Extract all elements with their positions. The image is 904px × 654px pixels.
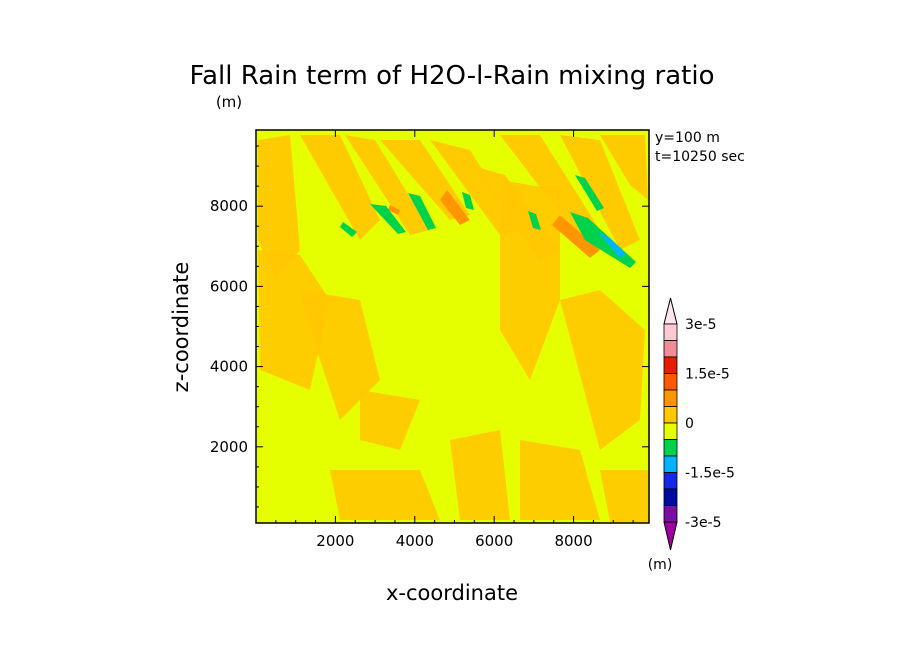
positive-contour-patch	[258, 250, 330, 390]
info-time: t=10250 sec	[655, 149, 745, 165]
y-tick-label: 2000	[210, 438, 248, 456]
positive-contour-patch	[330, 470, 440, 520]
positive-contour-core	[552, 215, 600, 258]
positive-contour-band	[560, 135, 640, 250]
colorbar-min-arrow	[663, 521, 678, 551]
x-tick-label: 6000	[475, 532, 513, 550]
positive-contour-band	[300, 135, 380, 240]
contour-bands	[258, 135, 648, 522]
colorbar-swatch	[663, 406, 678, 424]
chart-title: Fall Rain term of H2O-l-Rain mixing rati…	[190, 61, 715, 91]
colorbar-swatch	[663, 356, 678, 374]
y-axis-label: z-coordinate	[169, 262, 193, 393]
y-axis-ticks: 2000 4000 6000 8000	[210, 145, 649, 508]
colorbar-label: -3e-5	[685, 515, 722, 531]
positive-contour-patch	[450, 430, 510, 520]
colorbar-swatch	[663, 373, 678, 391]
x-tick-label: 4000	[396, 532, 434, 550]
negative-contour-core	[598, 232, 626, 258]
positive-contour-band	[430, 140, 520, 235]
colorbar-swatch	[663, 472, 678, 490]
colorbar-swatch	[663, 340, 678, 358]
colorbar-label: -1.5e-5	[685, 466, 735, 482]
negative-contour-streak	[575, 175, 604, 211]
positive-contour-patch	[560, 290, 645, 450]
negative-contour-streak	[408, 193, 436, 230]
plot-area: 2000 4000 6000 8000 2000 4000 6000 8000	[210, 129, 650, 550]
negative-contour-streak	[528, 211, 541, 230]
y-tick-label: 8000	[210, 197, 248, 215]
positive-contour-patch	[520, 440, 600, 520]
x-tick-label: 8000	[554, 532, 592, 550]
negative-contour-streak	[340, 222, 357, 237]
colorbar-swatch	[663, 455, 678, 473]
negative-contour-streak	[462, 192, 474, 210]
colorbar-label: 1.5e-5	[685, 367, 730, 383]
negative-contour-streak	[370, 204, 406, 234]
x-tick-label: 2000	[316, 532, 354, 550]
positive-contour-band	[600, 135, 648, 200]
positive-contour-patch	[500, 180, 560, 380]
colorbar-label: 0	[685, 416, 694, 432]
positive-contour-patch	[300, 290, 380, 420]
colorbar-max-arrow	[663, 297, 678, 325]
colorbar-swatch	[663, 389, 678, 407]
y-tick-label: 4000	[210, 358, 248, 376]
colorbar-swatch	[663, 323, 678, 341]
positive-contour-patch	[600, 470, 648, 522]
colorbar-units: (m)	[648, 557, 673, 573]
x-axis-label: x-coordinate	[386, 581, 518, 605]
positive-contour-band	[345, 135, 430, 235]
y-tick-label: 6000	[210, 277, 248, 295]
info-y-position: y=100 m	[655, 130, 720, 146]
positive-contour-band	[258, 135, 300, 280]
colorbar-swatch	[663, 422, 678, 440]
colorbar-swatch	[663, 488, 678, 506]
positive-contour-core	[440, 190, 470, 225]
units-label: (m)	[216, 93, 242, 111]
colorbar-swatch	[663, 439, 678, 457]
positive-contour-patch	[360, 390, 420, 450]
colorbar-swatch	[663, 505, 678, 523]
x-axis-ticks: 2000 4000 6000 8000	[275, 130, 634, 550]
positive-contour-core	[388, 205, 400, 215]
colorbar-label: 3e-5	[685, 317, 716, 333]
colorbar: 3e-5 1.5e-5 0 -1.5e-5 -3e-5	[663, 297, 735, 551]
